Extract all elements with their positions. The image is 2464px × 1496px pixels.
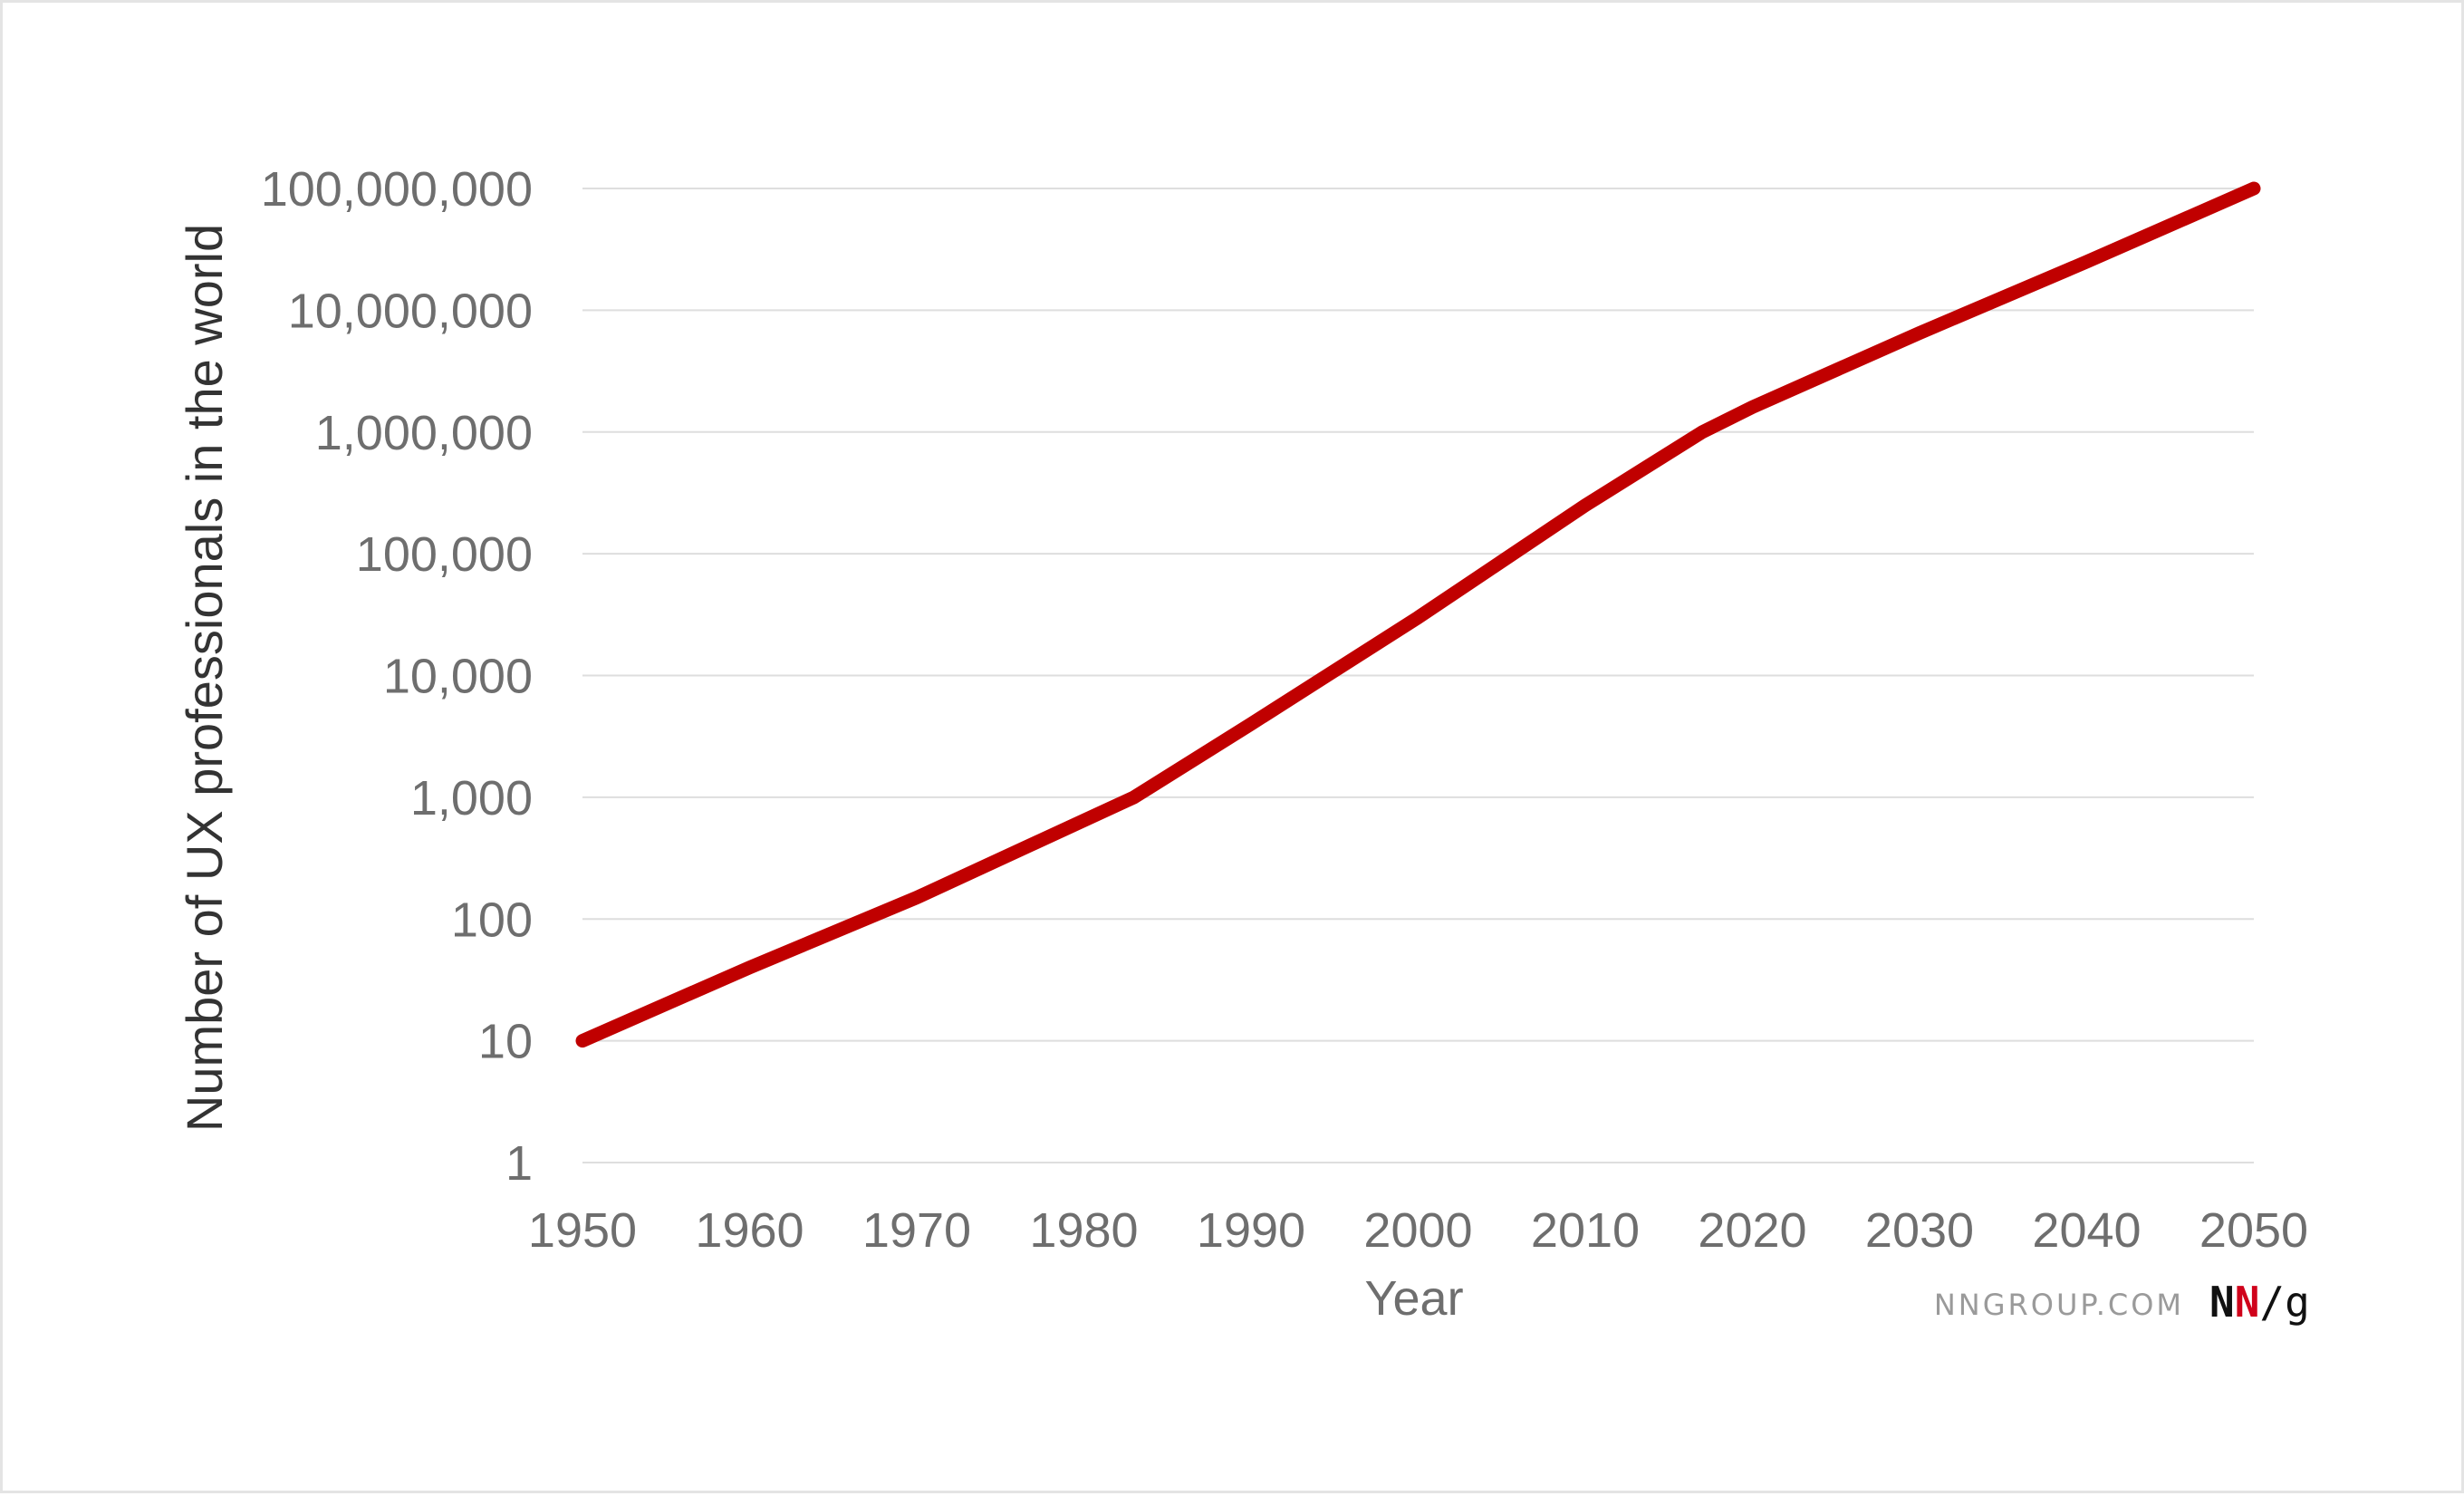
x-axis-tick-labels: 1950 1960 1970 1980 1990 2000 2010 2020 2030 2040… xyxy=(528,1203,2308,1258)
line-chart: 1 10 100 1,000 10,000 100,000 1,000,000 10,000,… xyxy=(176,162,2310,1327)
nng-logo-n2: N xyxy=(2235,1278,2260,1327)
x-tick-label: 2030 xyxy=(1865,1203,1974,1258)
y-tick-label: 100,000 xyxy=(356,527,533,582)
y-tick-label: 1,000 xyxy=(410,771,533,825)
x-tick-label: 1970 xyxy=(862,1203,971,1258)
nng-logo-slash-g: /g xyxy=(2259,1278,2309,1327)
nng-logo-n1: N xyxy=(2209,1278,2235,1327)
brand-site-text: NNGROUP.COM xyxy=(1934,1288,2184,1322)
y-tick-label: 1,000,000 xyxy=(315,406,533,460)
x-tick-label: 2050 xyxy=(2199,1203,2308,1258)
x-tick-label: 1960 xyxy=(695,1203,804,1258)
x-tick-label: 2020 xyxy=(1698,1203,1806,1258)
y-axis-tick-labels: 1 10 100 1,000 10,000 100,000 1,000,000 10,000,… xyxy=(261,162,533,1191)
x-tick-label: 2000 xyxy=(1363,1203,1472,1258)
y-axis-title: Number of UX professionals in the world xyxy=(176,224,233,1132)
x-tick-label: 1980 xyxy=(1029,1203,1138,1258)
y-tick-label: 100,000,000 xyxy=(261,162,533,217)
y-tick-label: 1 xyxy=(505,1136,533,1191)
x-tick-label: 1950 xyxy=(528,1203,637,1258)
y-tick-label: 10,000 xyxy=(383,650,533,704)
x-tick-label: 2010 xyxy=(1531,1203,1640,1258)
gridlines xyxy=(582,188,2254,1163)
series-line xyxy=(575,181,2261,1048)
x-tick-label: 2040 xyxy=(2032,1203,2141,1258)
x-axis-title: Year xyxy=(1364,1271,1463,1326)
brand-footer: NNGROUP.COM NN/g xyxy=(1934,1278,2310,1327)
x-tick-label: 1990 xyxy=(1197,1203,1305,1258)
series-layer xyxy=(575,181,2261,1048)
y-tick-label: 10,000,000 xyxy=(288,284,533,338)
y-tick-label: 10 xyxy=(478,1015,533,1069)
nng-logo: NN/g xyxy=(2209,1278,2310,1327)
y-tick-label: 100 xyxy=(451,893,533,947)
